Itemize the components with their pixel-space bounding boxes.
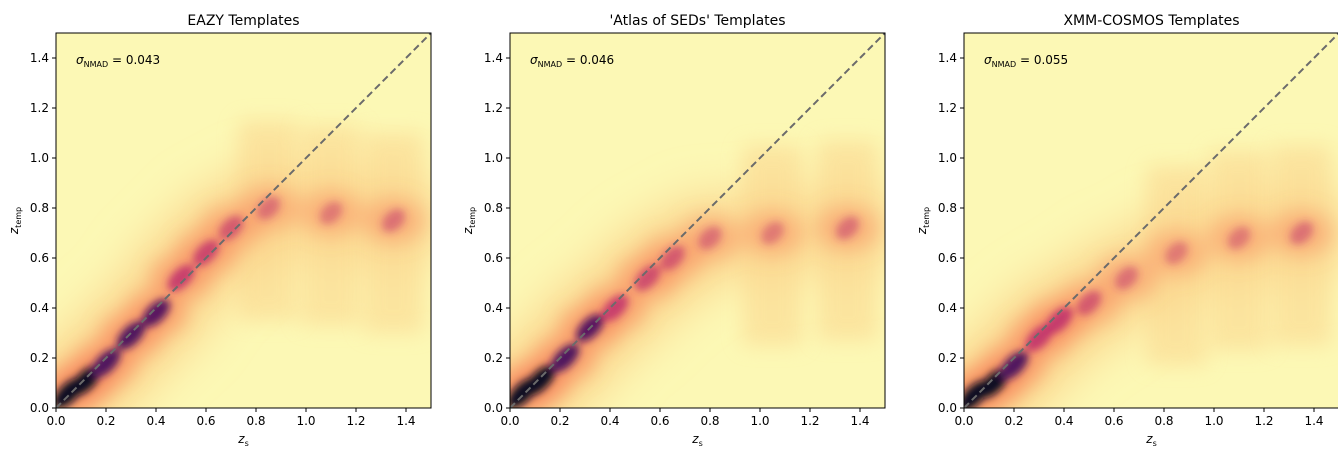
- panel-3: 0.0 0.2 0.4 0.6 0.8 1.0 1.2 1.4 0.0 0.2 0.4 0.6 0.8 1…: [915, 13, 1338, 448]
- x-tick-label: 0.0: [500, 414, 519, 428]
- panel-title: 'Atlas of SEDs' Templates: [609, 13, 785, 29]
- x-tick-label: 0.6: [1104, 414, 1123, 428]
- y-axis-label: ztemp: [915, 207, 931, 235]
- x-tick-label: 0.2: [1004, 414, 1023, 428]
- x-tick-label: 0.0: [954, 414, 973, 428]
- y-tick-label: 1.2: [938, 101, 957, 115]
- x-tick-label: 1.0: [1204, 414, 1223, 428]
- x-tick-label: 0.6: [650, 414, 669, 428]
- y-tick-label: 0.0: [938, 401, 957, 415]
- y-tick-label: 0.6: [938, 251, 957, 265]
- x-axis-label: zs: [1145, 432, 1156, 448]
- x-tick-label: 0.6: [196, 414, 215, 428]
- x-tick-label: 0.4: [600, 414, 619, 428]
- x-tick-label: 0.4: [146, 414, 165, 428]
- y-tick-label: 0.2: [30, 351, 49, 365]
- y-tick-label: 1.2: [30, 101, 49, 115]
- y-tick-label: 0.4: [30, 301, 49, 315]
- panel-title: XMM-COSMOS Templates: [1063, 13, 1239, 29]
- y-tick-label: 0.6: [30, 251, 49, 265]
- y-tick-label: 0.2: [484, 351, 503, 365]
- x-tick-label: 0.8: [700, 414, 719, 428]
- x-tick-label: 1.4: [1304, 414, 1323, 428]
- y-tick-label: 0.2: [938, 351, 957, 365]
- panel-title: EAZY Templates: [187, 13, 299, 29]
- x-axis-label: zs: [691, 432, 702, 448]
- y-tick-label: 0.6: [484, 251, 503, 265]
- x-tick-label: 1.0: [750, 414, 769, 428]
- x-tick-label: 1.0: [296, 414, 315, 428]
- panel-2: 0.0 0.2 0.4 0.6 0.8 1.0 1.2 1.4 0.0 0.2 0.4 0.6 0.8 1…: [461, 13, 903, 448]
- panel-1: 0.0 0.2 0.4 0.6 0.8 1.0 1.2 1.4 0.0 0.2 0.4 0.6 0.8 1…: [7, 13, 449, 448]
- y-axis-label: ztemp: [7, 207, 23, 235]
- y-tick-label: 1.0: [938, 151, 957, 165]
- x-tick-label: 0.2: [550, 414, 569, 428]
- y-tick-label: 0.0: [484, 401, 503, 415]
- x-tick-label: 0.0: [46, 414, 65, 428]
- x-tick-label: 0.2: [96, 414, 115, 428]
- y-tick-label: 0.4: [938, 301, 957, 315]
- y-tick-label: 1.2: [484, 101, 503, 115]
- x-axis-label: zs: [237, 432, 248, 448]
- y-tick-label: 1.0: [30, 151, 49, 165]
- x-tick-label: 1.2: [346, 414, 365, 428]
- x-tick-label: 1.2: [800, 414, 819, 428]
- x-tick-label: 0.4: [1054, 414, 1073, 428]
- x-tick-label: 1.4: [850, 414, 869, 428]
- y-tick-label: 1.0: [484, 151, 503, 165]
- y-tick-label: 1.4: [30, 51, 49, 65]
- y-tick-label: 0.8: [484, 201, 503, 215]
- y-tick-label: 1.4: [484, 51, 503, 65]
- x-tick-label: 0.8: [246, 414, 265, 428]
- y-tick-label: 0.0: [30, 401, 49, 415]
- x-tick-label: 0.8: [1154, 414, 1173, 428]
- y-tick-label: 1.4: [938, 51, 957, 65]
- y-tick-label: 0.4: [484, 301, 503, 315]
- y-tick-label: 0.8: [30, 201, 49, 215]
- y-tick-label: 0.8: [938, 201, 957, 215]
- x-tick-label: 1.4: [396, 414, 415, 428]
- y-axis-label: ztemp: [461, 207, 477, 235]
- x-tick-label: 1.2: [1254, 414, 1273, 428]
